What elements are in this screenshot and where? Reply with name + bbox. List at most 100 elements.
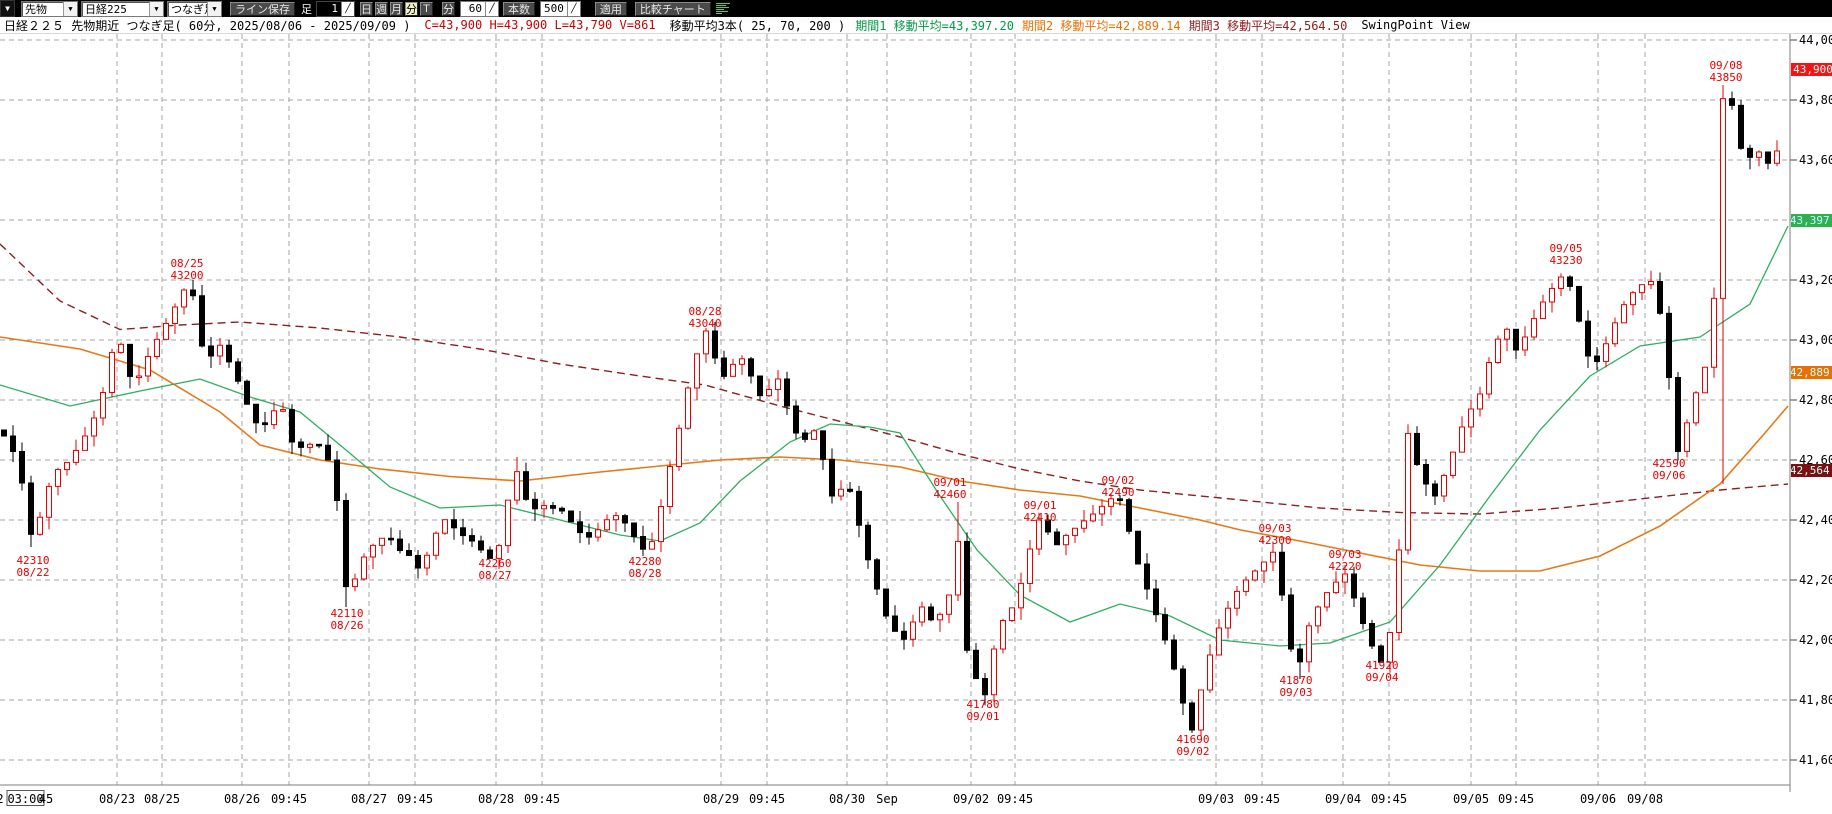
- candle-body: [613, 515, 619, 521]
- y-axis-layer: 44,000. 43,800. 43,600. 43,200. 43,000. 42,80…: [1799, 33, 1832, 767]
- candle-body: [1765, 151, 1771, 164]
- candle-body: [1108, 498, 1114, 507]
- bar-count-stepper[interactable]: 1 ╱: [316, 0, 355, 17]
- y-axis-label: 42,800.: [1799, 393, 1832, 407]
- candle-body: [1450, 451, 1456, 476]
- candle-body: [541, 505, 547, 510]
- x-axis-label: 09:45: [1244, 792, 1280, 806]
- candle-body: [1675, 377, 1681, 452]
- period-week-button[interactable]: 週: [375, 1, 388, 16]
- save-lines-button[interactable]: ライン保存: [230, 1, 295, 16]
- chevron-down-icon[interactable]: ▼: [207, 1, 221, 16]
- candle-body: [1504, 328, 1510, 340]
- candle-body: [1045, 519, 1051, 533]
- candle-body: [199, 295, 205, 347]
- corner-dropdown-icon[interactable]: ▼: [0, 0, 15, 17]
- candle-body: [325, 444, 331, 461]
- spinner-icon[interactable]: ╱: [566, 1, 580, 16]
- candle-body: [1738, 104, 1744, 149]
- symbol-select[interactable]: 日経225 ▼: [81, 0, 164, 17]
- candle-body: [208, 345, 214, 357]
- period-day-button[interactable]: 日: [360, 1, 373, 16]
- x-axis-label: 08/26: [224, 792, 260, 806]
- swing-label: 41780: [966, 698, 999, 711]
- indicator-rows-icon[interactable]: [715, 3, 730, 14]
- swing-label: 09/01: [1023, 499, 1056, 512]
- candle-body: [289, 409, 295, 443]
- x-axis-label: 09:45: [749, 792, 785, 806]
- candle-body: [1207, 654, 1213, 691]
- candle-body: [1459, 426, 1465, 453]
- candle-body: [1144, 563, 1150, 590]
- candle-body: [1441, 474, 1447, 497]
- x-axis-label: 09:45: [1371, 792, 1407, 806]
- candle-body: [1315, 606, 1321, 627]
- x-axis-label: 08/27: [351, 792, 387, 806]
- candle-body: [1387, 632, 1393, 663]
- price-badge: 43,397.: [1790, 214, 1832, 227]
- candle-body: [1342, 573, 1348, 583]
- period-tick-button[interactable]: T: [420, 1, 433, 16]
- period-minute-button[interactable]: 分: [405, 1, 418, 16]
- candle-body: [55, 469, 61, 487]
- candle-body: [487, 549, 493, 559]
- candle-body: [1126, 499, 1132, 532]
- candle-body: [1657, 281, 1663, 314]
- candle-body: [1063, 534, 1069, 546]
- swing-label: 42280: [628, 555, 661, 568]
- candle-body: [1000, 620, 1006, 650]
- candle-body: [1369, 623, 1375, 647]
- chart-type-select[interactable]: つなぎ足 ▼: [167, 0, 222, 17]
- candle-body: [1009, 607, 1015, 621]
- candle-body: [352, 578, 358, 588]
- candle-body: [739, 358, 745, 365]
- candle-body: [226, 344, 232, 363]
- candle-body: [838, 488, 844, 497]
- y-axis-label: 43,200.: [1799, 273, 1832, 287]
- bars-count-value: 500: [544, 2, 564, 15]
- chevron-down-icon[interactable]: ▼: [63, 1, 77, 16]
- candle-body: [1423, 464, 1429, 485]
- swing-label: 42410: [1023, 511, 1056, 524]
- candle-body: [1270, 551, 1276, 563]
- candle-body: [1711, 297, 1717, 368]
- candle-body: [190, 289, 196, 297]
- swing-label: 42260: [478, 557, 511, 570]
- compare-chart-button[interactable]: 比較チャート: [634, 1, 711, 16]
- candle-body: [19, 451, 25, 484]
- minute-stepper[interactable]: 60 ╱: [460, 0, 499, 17]
- swing-label: 43200: [170, 269, 203, 282]
- spinner-icon[interactable]: ╱: [341, 1, 354, 16]
- x-axis-label: 09/08: [1627, 792, 1663, 806]
- spinner-icon[interactable]: ╱: [485, 1, 498, 16]
- candle-body: [478, 540, 484, 551]
- candle-body: [334, 459, 340, 501]
- candle-body: [460, 527, 466, 537]
- market-select[interactable]: 先物 ▼: [21, 0, 78, 17]
- candle-body: [1558, 276, 1564, 289]
- candle-body: [730, 363, 736, 377]
- apply-button[interactable]: 適用: [594, 1, 627, 16]
- bars-count-stepper[interactable]: 500 ╱: [540, 0, 581, 17]
- candle-body: [361, 556, 367, 580]
- swing-label: 43040: [688, 317, 721, 330]
- candle-body: [559, 507, 565, 512]
- candle-body: [757, 375, 763, 397]
- candle-body: [1702, 366, 1708, 394]
- swing-label: 09/02: [1176, 745, 1209, 758]
- candle-body: [820, 430, 826, 460]
- candle-body: [766, 389, 772, 397]
- ma-settings-label: 移動平均3本( 25, 70, 200 ): [669, 18, 846, 33]
- swing-label: 08/26: [330, 619, 363, 632]
- candle-body: [829, 458, 835, 497]
- swing-label: 09/04: [1365, 671, 1398, 684]
- candle-body: [1099, 505, 1105, 515]
- period-month-button[interactable]: 月: [390, 1, 403, 16]
- candle-body: [1162, 614, 1168, 641]
- chevron-down-icon[interactable]: ▼: [149, 1, 163, 16]
- swing-labels-layer: 08/254320008/284304009/014246009/0142410…: [16, 59, 1742, 758]
- swing-label: 43230: [1549, 254, 1582, 267]
- x-axis-label: 45: [39, 792, 53, 806]
